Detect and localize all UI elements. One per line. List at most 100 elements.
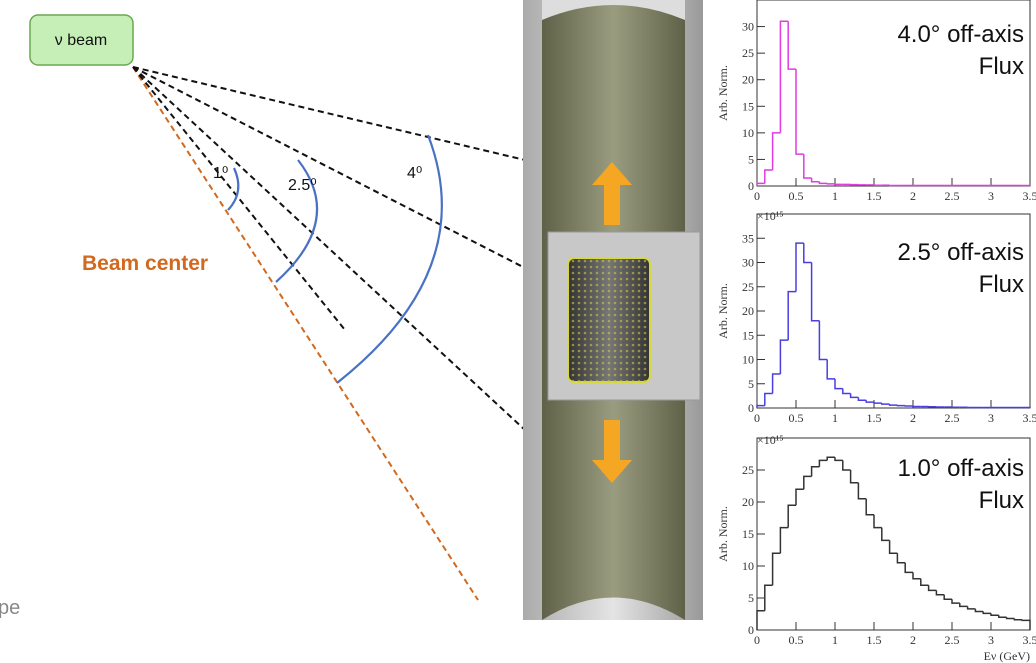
chart-title: 1.0° off-axis: [897, 455, 1024, 482]
arc: [337, 135, 442, 383]
x-tick-label: 1.5: [867, 411, 882, 425]
y-axis-label: Arb. Norm.: [716, 65, 730, 121]
histogram-bin: [1022, 620, 1030, 630]
beam-center-line: [133, 67, 478, 600]
x-tick-label: 3: [988, 189, 994, 203]
histogram-bin: [858, 483, 866, 499]
histogram-bin: [999, 615, 1007, 617]
histogram-bin: [882, 403, 890, 404]
histogram-bin: [936, 590, 944, 594]
histogram-bin: [890, 540, 898, 553]
x-tick-label: 0: [754, 189, 760, 203]
y-tick-label: 30: [742, 20, 754, 34]
x-tick-label: 2: [910, 411, 916, 425]
histogram-bin: [983, 611, 991, 613]
histogram-bin: [819, 460, 827, 466]
x-tick-label: 1: [832, 411, 838, 425]
histogram-bin: [827, 457, 835, 460]
x-tick-label: 0.5: [789, 189, 804, 203]
histogram-bin: [812, 263, 820, 321]
x-tick-label: 2.5: [945, 633, 960, 647]
histogram-bin: [882, 528, 890, 541]
y-tick-label: 5: [748, 377, 754, 391]
y-tick-label: 5: [748, 591, 754, 605]
histogram-bin: [890, 404, 898, 405]
histogram-bin: [773, 374, 781, 393]
histogram-bin: [1014, 618, 1022, 619]
histogram-bin: [796, 243, 804, 292]
histogram-bin: [827, 183, 835, 184]
histogram-bin: [835, 379, 843, 389]
histogram-bin: [843, 460, 851, 470]
histogram-bin: [812, 178, 820, 182]
y-tick-label: 15: [742, 328, 754, 342]
histogram-bin: [780, 340, 788, 374]
histogram-bin: [804, 154, 812, 178]
y-tick-label: 15: [742, 527, 754, 541]
histogram-bin: [975, 609, 983, 612]
beam-center-label: Beam center: [82, 252, 208, 275]
chart-subtitle: Flux: [979, 53, 1024, 80]
histogram-bin: [780, 21, 788, 133]
histogram-bin: [757, 611, 765, 630]
y-tick-label: 25: [742, 46, 754, 60]
x-tick-label: 0: [754, 633, 760, 647]
chart-title: 2.5° off-axis: [897, 239, 1024, 266]
figure: ν beam Beam center 1⁰ 2.5⁰ 4⁰ pe 0510152…: [0, 0, 1036, 663]
y-tick-label: 5: [748, 152, 754, 166]
angle-label: 1⁰: [213, 165, 228, 182]
y-tick-label: 25: [742, 463, 754, 477]
x-tick-label: 1: [832, 189, 838, 203]
histogram-bin: [780, 528, 788, 554]
y-tick-label: 35: [742, 231, 754, 245]
histogram-bin: [773, 553, 781, 585]
histogram-bin: [921, 579, 929, 585]
x-tick-label: 2.5: [945, 411, 960, 425]
histogram-bin: [897, 553, 905, 563]
histogram-bin: [944, 595, 952, 599]
histogram-bin: [804, 243, 812, 262]
histogram-bin: [1007, 617, 1015, 618]
y-tick-label: 20: [742, 495, 754, 509]
ray: [133, 67, 525, 268]
chart-title: 4.0° off-axis: [897, 21, 1024, 48]
y-multiplier: ×10¹⁵: [757, 209, 784, 223]
x-tick-label: 3.5: [1023, 633, 1036, 647]
y-multiplier: ×10¹⁵: [757, 433, 784, 447]
x-tick-label: 3: [988, 411, 994, 425]
histogram-bin: [812, 467, 820, 477]
histogram-bin: [796, 489, 804, 505]
histogram-bin: [851, 393, 859, 397]
histogram-bin: [765, 585, 773, 611]
ray: [133, 67, 345, 330]
histogram-bin: [929, 585, 937, 590]
histogram-bin: [765, 170, 773, 183]
x-tick-label: 0.5: [789, 633, 804, 647]
histogram-bin: [866, 499, 874, 515]
y-axis-label: Arb. Norm.: [716, 506, 730, 562]
histogram-bin: [952, 599, 960, 603]
histogram-bin: [1022, 185, 1030, 186]
detector: [523, 0, 703, 620]
histogram-bin: [874, 515, 882, 528]
text-fragment: pe: [0, 597, 20, 619]
y-tick-label: 20: [742, 304, 754, 318]
y-tick-label: 30: [742, 256, 754, 270]
angle-label: 2.5⁰: [288, 177, 317, 194]
histogram-bin: [960, 603, 968, 606]
y-tick-label: 10: [742, 353, 754, 367]
histogram-bin: [858, 397, 866, 400]
histogram-bin: [851, 470, 859, 483]
chart-subtitle: Flux: [979, 487, 1024, 514]
y-tick-label: 15: [742, 99, 754, 113]
y-tick-label: 10: [742, 559, 754, 573]
x-tick-label: 3.5: [1023, 411, 1036, 425]
page: ν beam Beam center 1⁰ 2.5⁰ 4⁰ pe 0510152…: [0, 0, 1036, 663]
y-axis-label: Arb. Norm.: [716, 283, 730, 339]
x-tick-label: 1.5: [867, 633, 882, 647]
histogram-bin: [819, 182, 827, 184]
x-tick-label: 2: [910, 189, 916, 203]
histogram-bin: [804, 476, 812, 489]
beam-label: ν beam: [55, 32, 107, 49]
